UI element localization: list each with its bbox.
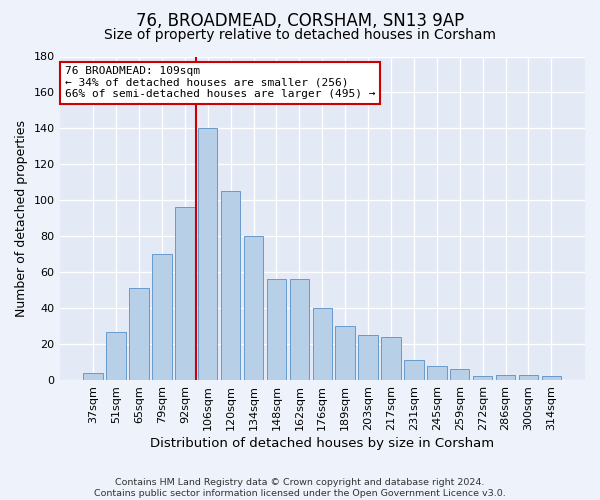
- Bar: [313, 308, 332, 380]
- Text: 76, BROADMEAD, CORSHAM, SN13 9AP: 76, BROADMEAD, CORSHAM, SN13 9AP: [136, 12, 464, 30]
- Bar: [450, 370, 469, 380]
- Bar: [335, 326, 355, 380]
- Bar: [290, 280, 309, 380]
- Bar: [267, 280, 286, 380]
- Bar: [473, 376, 493, 380]
- Bar: [221, 192, 241, 380]
- Bar: [404, 360, 424, 380]
- Bar: [519, 374, 538, 380]
- Bar: [496, 374, 515, 380]
- Bar: [129, 288, 149, 380]
- Text: 76 BROADMEAD: 109sqm
← 34% of detached houses are smaller (256)
66% of semi-deta: 76 BROADMEAD: 109sqm ← 34% of detached h…: [65, 66, 375, 100]
- Bar: [175, 208, 194, 380]
- X-axis label: Distribution of detached houses by size in Corsham: Distribution of detached houses by size …: [150, 437, 494, 450]
- Bar: [106, 332, 126, 380]
- Text: Size of property relative to detached houses in Corsham: Size of property relative to detached ho…: [104, 28, 496, 42]
- Bar: [358, 335, 378, 380]
- Y-axis label: Number of detached properties: Number of detached properties: [15, 120, 28, 317]
- Bar: [152, 254, 172, 380]
- Bar: [381, 337, 401, 380]
- Bar: [244, 236, 263, 380]
- Text: Contains HM Land Registry data © Crown copyright and database right 2024.
Contai: Contains HM Land Registry data © Crown c…: [94, 478, 506, 498]
- Bar: [427, 366, 446, 380]
- Bar: [542, 376, 561, 380]
- Bar: [83, 373, 103, 380]
- Bar: [198, 128, 217, 380]
